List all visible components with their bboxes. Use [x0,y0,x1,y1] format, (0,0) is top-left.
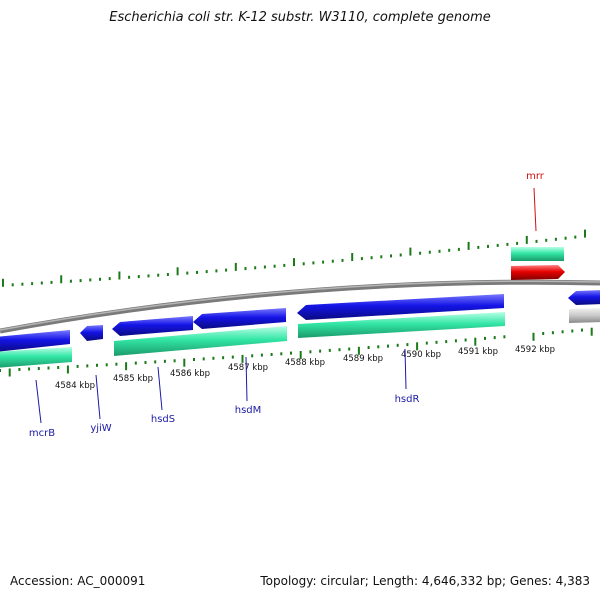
kbp-label: 4585 kbp [113,374,153,384]
kbp-label: 4592 kbp [515,345,555,355]
leader-line [95,374,101,420]
cds-bar[interactable] [511,247,564,261]
gene-arrow[interactable] [297,294,504,320]
gene-arrow[interactable] [568,290,600,305]
leader-line [533,187,537,232]
gene-label-hsds[interactable]: hsdS [151,414,175,425]
kbp-label: 4588 kbp [285,358,325,368]
gene-label-mcrb[interactable]: mcrB [29,428,55,439]
kbp-label: 4586 kbp [170,369,210,379]
gene-arrow[interactable] [0,330,70,352]
genome-summary-text: Topology: circular; Length: 4,646,332 bp… [260,574,590,588]
cds-bar[interactable] [0,347,72,368]
gene-label-mrr[interactable]: mrr [526,171,545,182]
leader-line [404,348,407,390]
kbp-label: 4584 kbp [55,381,95,391]
gene-label-group: mcrB yjiW hsdS hsdM hsdR mrr [29,171,545,439]
kbp-label: 4589 kbp [343,354,383,364]
grey-feature-bar[interactable] [569,308,600,323]
kbp-label: 4591 kbp [458,347,498,357]
mrr-gene-arrow[interactable] [511,265,565,280]
cds-bar[interactable] [114,326,287,356]
gene-track [0,290,600,352]
gene-arrow[interactable] [112,316,193,336]
gene-label-hsdr[interactable]: hsdR [395,394,420,405]
kbp-label-group: 4584 kbp 4585 kbp 4586 kbp 4587 kbp 4588 kbp… [55,345,555,391]
gene-arrow[interactable] [193,308,286,329]
leader-line [35,379,42,424]
inner-tick-row [0,327,593,377]
gene-label-hsdm[interactable]: hsdM [235,405,262,416]
genome-backbone [0,279,600,334]
gene-arrow[interactable] [80,325,103,341]
kbp-label: 4590 kbp [401,350,441,360]
cds-track [0,247,564,368]
gene-label-yjiw[interactable]: yjiW [90,423,111,434]
outer-tick-row [2,229,586,287]
leader-line [245,356,248,402]
kbp-label: 4587 kbp [228,363,268,373]
accession-text: Accession: AC_000091 [10,574,146,588]
cds-bar[interactable] [298,312,505,338]
leader-line [157,366,163,411]
map-title: Escherichia coli str. K-12 substr. W3110… [109,10,491,25]
